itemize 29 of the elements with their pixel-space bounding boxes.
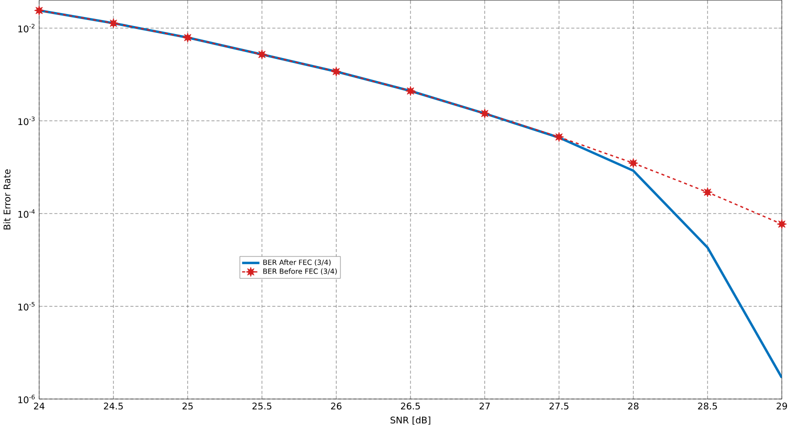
x-tick-label: 26.5 <box>401 402 420 410</box>
point <box>554 132 564 142</box>
point <box>34 6 44 16</box>
x-tick-label: 25 <box>182 402 193 410</box>
y-tick-label: 10$^{-6}$ <box>18 394 35 404</box>
point <box>108 18 118 28</box>
x-tick-label: 29 <box>776 402 787 410</box>
x-tick-label: 24.5 <box>104 402 123 410</box>
point <box>257 50 267 60</box>
point <box>480 108 490 118</box>
x-tick-label: 27.5 <box>550 402 568 410</box>
x-tick-label: 24 <box>34 402 44 410</box>
point <box>702 187 712 198</box>
x-tick-label: 28.5 <box>698 402 717 410</box>
point <box>628 158 638 168</box>
point <box>331 66 342 76</box>
x-axis-title: SNR [dB] <box>390 416 430 425</box>
x-tick-label: 26 <box>331 402 342 410</box>
y-tick-label: 10$^{-4}$ <box>18 209 35 218</box>
y-tick-label: 10$^{-5}$ <box>18 302 35 311</box>
y-tick-label: 10$^{-2}$ <box>18 24 34 32</box>
y-axis-title: Bit Error Rate <box>3 169 10 230</box>
x-tick-label: 28 <box>628 402 638 410</box>
x-tick-label: 25.5 <box>252 402 272 410</box>
x-tick-label: 27 <box>480 402 490 410</box>
point <box>406 86 416 96</box>
point <box>776 219 787 229</box>
point <box>182 32 193 42</box>
y-tick-label: 10$^{-3}$ <box>18 116 35 126</box>
